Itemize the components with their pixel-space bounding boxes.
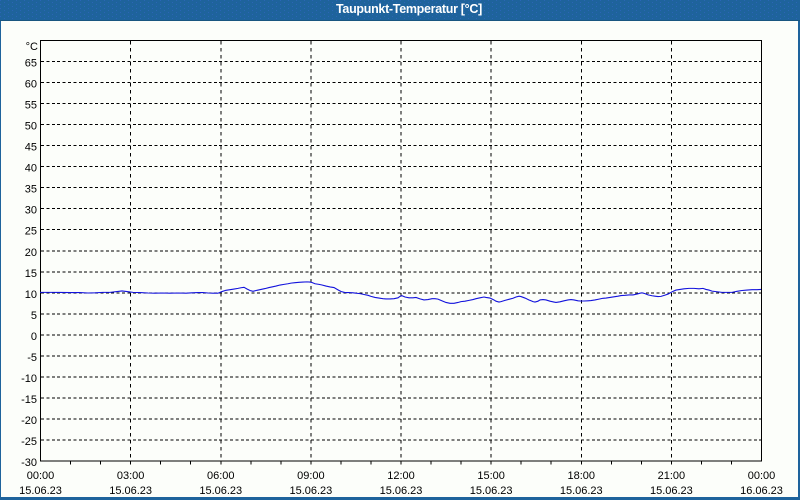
svg-text:09:00: 09:00 <box>297 470 325 482</box>
svg-text:65: 65 <box>25 58 37 70</box>
svg-text:15:00: 15:00 <box>477 470 505 482</box>
svg-text:35: 35 <box>25 184 37 196</box>
svg-text:15.06.23: 15.06.23 <box>380 485 423 497</box>
svg-text:15.06.23: 15.06.23 <box>289 485 332 497</box>
svg-text:06:00: 06:00 <box>207 470 235 482</box>
svg-text:15.06.23: 15.06.23 <box>560 485 603 497</box>
svg-text:18:00: 18:00 <box>567 470 595 482</box>
svg-text:00:00: 00:00 <box>748 470 776 482</box>
svg-text:-25: -25 <box>21 436 37 448</box>
svg-text:10: 10 <box>25 289 37 301</box>
svg-text:0: 0 <box>31 331 37 343</box>
svg-text:15: 15 <box>25 268 37 280</box>
svg-text:-15: -15 <box>21 394 37 406</box>
svg-text:15.06.23: 15.06.23 <box>650 485 693 497</box>
svg-text:30: 30 <box>25 205 37 217</box>
svg-text:Taupunkt-Temperatur [°C]: Taupunkt-Temperatur [°C] <box>336 2 482 16</box>
svg-text:45: 45 <box>25 142 37 154</box>
svg-text:03:00: 03:00 <box>117 470 145 482</box>
svg-text:55: 55 <box>25 100 37 112</box>
svg-text:-20: -20 <box>21 415 37 427</box>
svg-text:15.06.23: 15.06.23 <box>109 485 152 497</box>
svg-text:-10: -10 <box>21 373 37 385</box>
svg-text:15.06.23: 15.06.23 <box>19 485 62 497</box>
svg-text:5: 5 <box>31 310 37 322</box>
svg-text:50: 50 <box>25 121 37 133</box>
svg-text:00:00: 00:00 <box>27 470 55 482</box>
svg-text:25: 25 <box>25 226 37 238</box>
svg-text:16.06.23: 16.06.23 <box>740 485 783 497</box>
svg-text:15.06.23: 15.06.23 <box>470 485 513 497</box>
svg-text:21:00: 21:00 <box>658 470 686 482</box>
svg-text:-5: -5 <box>27 352 37 364</box>
svg-text:12:00: 12:00 <box>387 470 415 482</box>
svg-text:40: 40 <box>25 163 37 175</box>
svg-text:15.06.23: 15.06.23 <box>199 485 242 497</box>
svg-text:°C: °C <box>26 41 38 53</box>
svg-text:20: 20 <box>25 247 37 259</box>
svg-text:-30: -30 <box>21 457 37 469</box>
svg-text:60: 60 <box>25 79 37 91</box>
